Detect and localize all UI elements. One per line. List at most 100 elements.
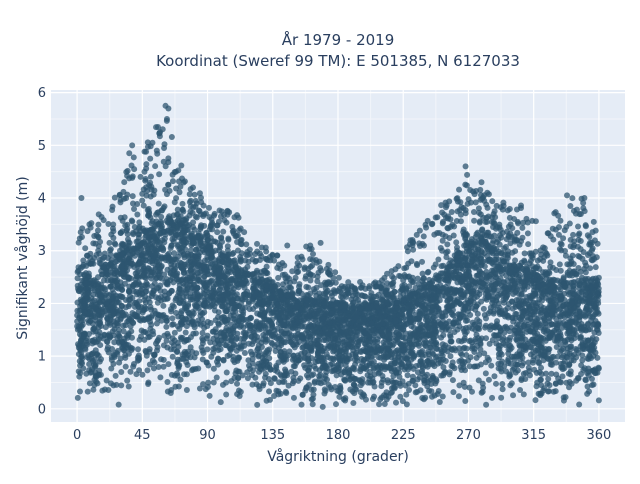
data-point bbox=[268, 380, 274, 386]
data-point bbox=[149, 275, 155, 281]
data-point bbox=[442, 321, 448, 327]
data-point bbox=[158, 318, 164, 324]
data-point bbox=[269, 317, 275, 323]
data-point bbox=[384, 331, 390, 337]
data-point bbox=[156, 312, 162, 318]
data-point bbox=[380, 377, 386, 383]
data-point bbox=[277, 317, 283, 323]
data-point bbox=[578, 313, 584, 319]
data-point bbox=[174, 349, 180, 355]
data-point bbox=[378, 346, 384, 352]
data-point bbox=[513, 353, 519, 359]
data-point bbox=[204, 359, 210, 365]
data-point bbox=[125, 332, 131, 338]
data-point bbox=[105, 344, 111, 350]
data-point bbox=[184, 387, 190, 393]
data-point bbox=[331, 357, 337, 363]
data-point bbox=[204, 333, 210, 339]
data-point bbox=[98, 334, 104, 340]
data-point bbox=[501, 300, 507, 306]
data-point bbox=[241, 335, 247, 341]
data-point bbox=[116, 293, 122, 299]
data-point bbox=[188, 354, 194, 360]
data-point bbox=[516, 274, 522, 280]
data-point bbox=[239, 308, 245, 314]
data-point bbox=[482, 312, 488, 318]
data-point bbox=[223, 325, 229, 331]
data-point bbox=[135, 346, 141, 352]
data-point bbox=[169, 340, 175, 346]
data-point bbox=[164, 318, 170, 324]
data-point bbox=[472, 284, 478, 290]
data-point bbox=[111, 311, 117, 317]
data-point bbox=[533, 325, 539, 331]
data-point bbox=[223, 342, 229, 348]
data-point bbox=[96, 353, 102, 359]
data-point bbox=[498, 366, 504, 372]
data-point bbox=[443, 358, 449, 364]
data-point bbox=[569, 300, 575, 306]
data-point bbox=[568, 335, 574, 341]
data-point bbox=[538, 325, 544, 331]
data-point bbox=[85, 352, 91, 358]
data-point bbox=[487, 327, 493, 333]
data-point bbox=[359, 394, 365, 400]
data-point bbox=[343, 330, 349, 336]
data-point bbox=[303, 385, 309, 391]
data-point bbox=[346, 353, 352, 359]
data-point bbox=[553, 360, 559, 366]
data-point bbox=[193, 257, 199, 263]
data-point bbox=[183, 316, 189, 322]
data-point bbox=[207, 393, 213, 399]
data-point bbox=[175, 254, 181, 260]
data-point bbox=[539, 292, 545, 298]
data-point bbox=[458, 350, 464, 356]
data-point bbox=[210, 286, 216, 292]
data-point bbox=[283, 371, 289, 377]
data-point bbox=[383, 393, 389, 399]
data-point bbox=[462, 335, 468, 341]
data-point bbox=[273, 363, 279, 369]
data-point bbox=[284, 331, 290, 337]
data-point bbox=[382, 401, 388, 407]
data-point bbox=[170, 302, 176, 308]
data-point bbox=[156, 270, 162, 276]
data-point bbox=[498, 395, 504, 401]
data-point bbox=[169, 322, 175, 328]
data-point bbox=[146, 296, 152, 302]
data-point bbox=[178, 245, 184, 251]
data-point bbox=[225, 317, 231, 323]
data-point bbox=[528, 344, 534, 350]
data-point bbox=[160, 303, 166, 309]
data-point bbox=[157, 374, 163, 380]
data-point bbox=[181, 339, 187, 345]
data-point bbox=[545, 376, 551, 382]
data-point bbox=[468, 295, 474, 301]
data-point bbox=[244, 289, 250, 295]
data-point bbox=[491, 259, 497, 265]
data-point bbox=[301, 336, 307, 342]
data-point bbox=[541, 315, 547, 321]
data-point bbox=[195, 365, 201, 371]
data-point bbox=[591, 321, 597, 327]
data-point bbox=[172, 384, 178, 390]
data-point bbox=[322, 386, 328, 392]
data-point bbox=[440, 394, 446, 400]
data-point bbox=[594, 355, 600, 361]
data-point bbox=[497, 275, 503, 281]
data-point bbox=[393, 379, 399, 385]
data-point bbox=[195, 276, 201, 282]
data-point bbox=[179, 308, 185, 314]
data-point bbox=[266, 388, 272, 394]
data-point bbox=[462, 398, 468, 404]
data-point bbox=[450, 377, 456, 383]
data-point bbox=[472, 327, 478, 333]
data-point bbox=[517, 326, 523, 332]
data-point bbox=[545, 346, 551, 352]
data-point bbox=[139, 327, 145, 333]
data-point bbox=[89, 285, 95, 291]
data-point bbox=[566, 361, 572, 367]
data-point bbox=[567, 379, 573, 385]
data-point bbox=[585, 321, 591, 327]
